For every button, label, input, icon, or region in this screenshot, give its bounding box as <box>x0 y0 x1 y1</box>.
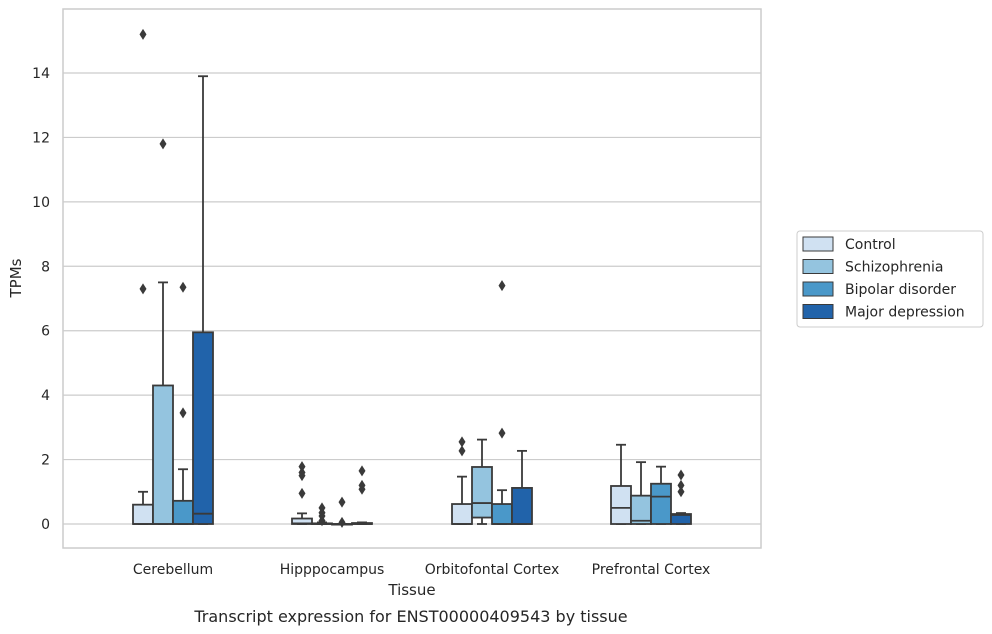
y-tick-label: 0 <box>41 517 50 533</box>
box-body <box>152 384 174 525</box>
box-body <box>670 513 692 525</box>
box-body <box>132 503 154 525</box>
box-body <box>451 503 473 525</box>
outlier-point <box>179 281 187 293</box>
x-tick-labels: Cerebellum Hipppocampus Orbitofontal Corte… <box>133 562 710 578</box>
y-tick-label: 8 <box>41 259 50 275</box>
legend-swatch <box>802 236 834 252</box>
y-tick-label: 6 <box>41 324 50 340</box>
outlier-point <box>358 479 366 491</box>
box-major-depression <box>192 75 214 525</box>
outlier-point <box>358 465 366 477</box>
outlier-point <box>498 280 506 292</box>
outlier-point <box>298 461 306 473</box>
outlier-point <box>179 407 187 419</box>
plot-area <box>62 8 762 549</box>
y-tick-label: 12 <box>32 130 50 146</box>
y-tick-label: 10 <box>32 195 50 211</box>
outlier-point <box>139 28 147 40</box>
box-body <box>471 466 493 519</box>
chart-caption: Transcript expression for ENST0000040954… <box>193 607 627 626</box>
legend-swatch <box>802 259 834 274</box>
outlier-point <box>338 516 346 528</box>
x-tick-label: Orbitofontal Cortex <box>425 562 560 578</box>
box-body <box>650 482 672 525</box>
box-bipolar-disorder <box>331 496 353 528</box>
outlier-point <box>318 502 326 514</box>
x-tick-label: Hipppocampus <box>280 562 385 578</box>
y-tick-label: 4 <box>41 388 50 404</box>
box-major-depression <box>511 449 533 525</box>
y-tick-labels: 0 2 4 6 8 10 12 14 <box>32 66 50 533</box>
outlier-point <box>298 487 306 499</box>
box-body <box>192 331 214 525</box>
box-body <box>172 499 194 525</box>
legend-label: Schizophrenia <box>845 260 943 276</box>
box-bipolar-disorder <box>650 465 672 525</box>
y-axis-title: TPMs <box>7 258 25 298</box>
box-body <box>610 485 632 525</box>
box-bipolar-disorder <box>491 280 513 525</box>
outlier-point <box>498 427 506 439</box>
box-major-depression <box>351 465 373 525</box>
outlier-point <box>677 469 685 481</box>
legend-label: Bipolar disorder <box>845 282 956 298</box>
legend-swatch <box>802 304 834 319</box>
box-schizophrenia <box>152 138 174 525</box>
outlier-point <box>458 436 466 448</box>
box-body <box>630 494 652 525</box>
x-tick-label: Cerebellum <box>133 562 213 578</box>
outlier-point <box>159 138 167 150</box>
box-body <box>491 503 513 525</box>
legend-frame <box>796 230 984 328</box>
outlier-point <box>298 466 306 478</box>
box-body <box>511 487 533 525</box>
legend: Control Schizophrenia Bipolar disorder Majo… <box>796 230 984 328</box>
box-control <box>451 436 473 525</box>
box-control <box>291 461 313 525</box>
legend-label: Control <box>845 237 896 253</box>
x-tick-label: Prefrontal Cortex <box>592 562 711 578</box>
outlier-point <box>338 496 346 508</box>
outlier-point <box>139 283 147 295</box>
box-major-depression <box>670 469 692 525</box>
box-schizophrenia <box>471 438 493 525</box>
outlier-point <box>677 486 685 498</box>
outlier-point <box>677 479 685 491</box>
legend-label: Major depression <box>845 305 965 321</box>
x-axis-title: Tissue <box>387 581 435 599</box>
outlier-point <box>458 445 466 457</box>
y-tick-label: 2 <box>41 453 50 469</box>
y-tick-label: 14 <box>32 66 50 82</box>
legend-swatch <box>802 281 834 297</box>
box-series <box>132 28 692 528</box>
